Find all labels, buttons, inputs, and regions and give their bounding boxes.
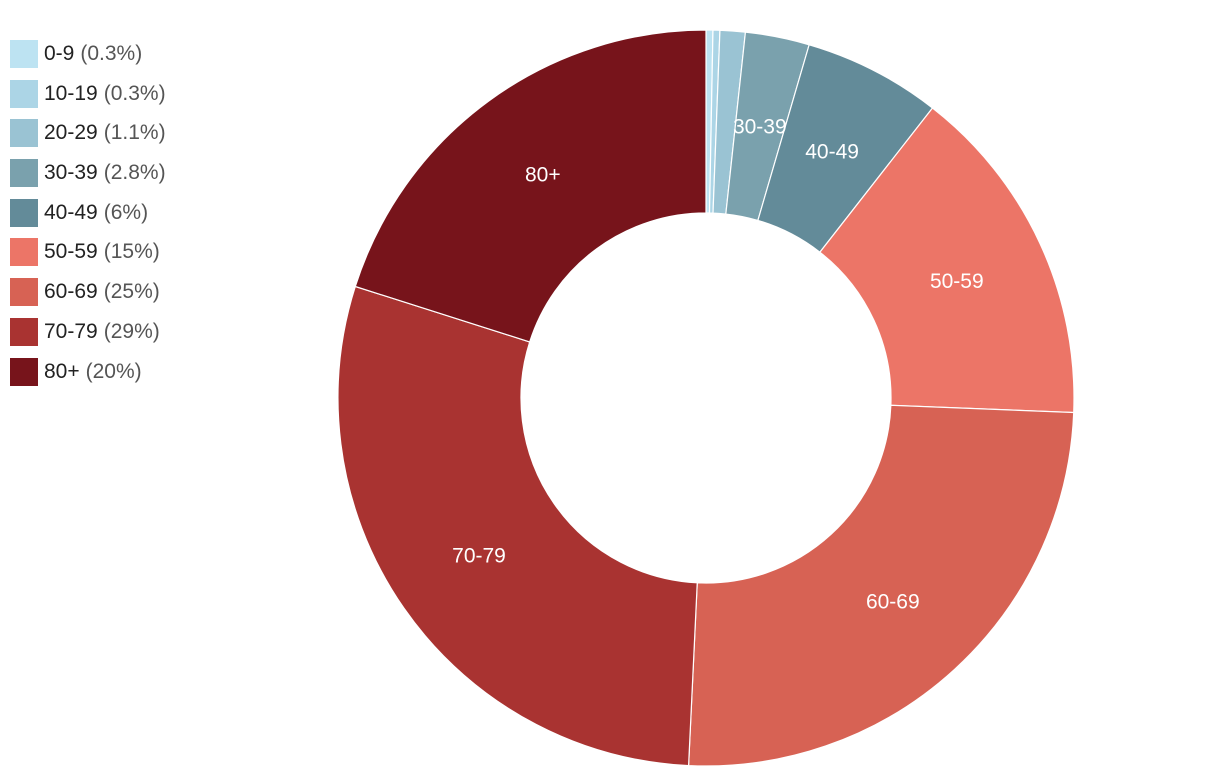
legend-item: 0-9 (0.3%) [10, 40, 290, 68]
slice-label: 60-69 [866, 590, 920, 613]
legend-percent: (29%) [103, 319, 160, 343]
legend-swatch [10, 79, 38, 108]
slice-70-79 [337, 285, 698, 767]
legend-percent: (1.1%) [103, 121, 166, 145]
chart-legend: 0-9 (0.3%) 10-19 (0.3%) 20-29 (1.1%) 30-39 (2.8… [10, 40, 290, 397]
slice-label: 40-49 [805, 140, 859, 163]
legend-swatch [10, 278, 38, 307]
legend-percent: (0.3%) [80, 42, 143, 65]
legend-label: 0-9 [44, 42, 75, 65]
legend-item: 80+ (20%) [10, 357, 290, 386]
slice-label: 50-59 [930, 270, 984, 293]
legend-percent: (20%) [85, 359, 142, 383]
legend-item: 10-19 (0.3%) [10, 79, 290, 108]
legend-item: 50-59 (15%) [10, 238, 290, 267]
legend-label: 10-19 [44, 81, 98, 105]
legend-swatch [10, 238, 38, 267]
legend-item: 60-69 (25%) [10, 278, 290, 307]
legend-swatch [10, 317, 38, 346]
legend-percent: (6%) [103, 200, 149, 224]
legend-percent: (15%) [103, 240, 160, 264]
legend-swatch [10, 357, 38, 386]
slice-label: 70-79 [452, 544, 506, 567]
slice-80-plus [354, 29, 707, 343]
slice-50-59 [819, 107, 1075, 414]
legend-percent: (0.3%) [103, 81, 166, 105]
slice-label: 30-39 [733, 115, 787, 138]
legend-label: 30-39 [44, 161, 98, 185]
slice-label: 80+ [525, 163, 561, 186]
legend-swatch [10, 198, 38, 227]
slice-60-69 [687, 404, 1075, 767]
legend-item: 40-49 (6%) [10, 198, 290, 227]
legend-item: 70-79 (29%) [10, 317, 290, 346]
legend-item: 30-39 (2.8%) [10, 159, 290, 188]
legend-label: 20-29 [44, 121, 98, 145]
legend-label: 40-49 [44, 200, 98, 224]
legend-percent: (2.8%) [103, 161, 166, 185]
legend-label: 60-69 [44, 280, 98, 304]
legend-item: 20-29 (1.1%) [10, 119, 290, 148]
legend-percent: (25%) [103, 280, 160, 304]
legend-swatch [10, 159, 38, 188]
legend-swatch [10, 119, 38, 148]
legend-label: 80+ [44, 359, 80, 383]
legend-swatch [10, 40, 38, 68]
legend-label: 70-79 [44, 319, 98, 343]
legend-label: 50-59 [44, 240, 98, 264]
